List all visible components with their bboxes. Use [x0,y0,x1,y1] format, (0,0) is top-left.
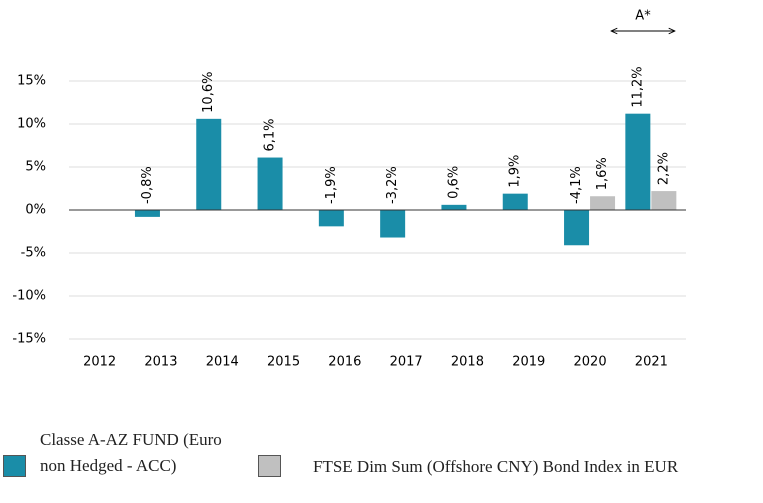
x-tick-label: 2019 [512,355,545,370]
value-label: 6,1% [263,119,278,152]
bar [590,196,616,210]
x-tick-label: 2021 [635,355,668,370]
value-label: 1,9% [508,155,523,188]
value-label: -0,8% [140,166,155,204]
legend-label: Classe A-AZ FUND (Euro non Hedged - ACC) [40,430,222,475]
bar [441,204,467,210]
bar [564,210,590,246]
value-label: -4,1% [569,166,584,204]
annotation: A* [635,9,651,24]
value-label: 11,2% [630,66,645,107]
bar [502,193,528,210]
x-tick-label: 2012 [83,355,116,370]
x-tick-label: 2017 [390,355,423,370]
y-tick-label: 15% [17,74,46,89]
legend-swatch [258,455,281,477]
x-tick-label: 2018 [451,355,484,370]
bar [257,157,283,210]
x-tick-label: 2015 [267,355,300,370]
chart: A* -15% -10% -5% 0% 5% 10% 15% 2012 2013 -0,8% 201… [12,9,686,370]
y-tick-label: -5% [21,246,46,261]
bar [625,113,651,210]
x-tick-label: 2020 [574,355,607,370]
legend-label: FTSE Dim Sum (Offshore CNY) Bond Index i… [313,457,679,476]
x-tick-label: 2013 [144,355,177,370]
bar [318,210,344,227]
y-tick-label: -10% [12,289,46,304]
value-label: -3,2% [385,166,400,204]
x-tick-label: 2016 [328,355,361,370]
value-label: 1,6% [595,157,610,190]
value-label: -1,9% [324,166,339,204]
x-tick-label: 2014 [206,355,239,370]
y-tick-label: 5% [25,160,46,175]
bar [380,210,406,238]
value-label: 0,6% [446,166,461,199]
bar [651,191,677,210]
bar [196,118,222,210]
y-tick-label: -15% [12,332,46,347]
y-tick-label: 0% [25,203,46,218]
value-label: 10,6% [201,72,216,113]
value-label: 2,2% [656,152,671,185]
y-tick-label: 10% [17,117,46,132]
legend-swatch [3,455,26,477]
bar [134,210,160,217]
